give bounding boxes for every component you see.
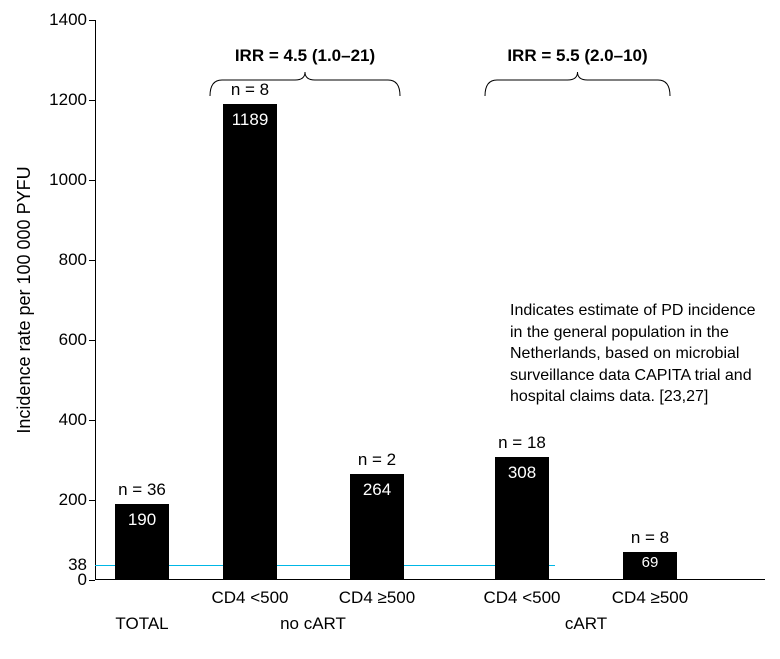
bar-nocart-ge500: 264n = 2 bbox=[350, 474, 404, 580]
bar-cart-ge500: 69n = 8 bbox=[623, 552, 677, 580]
bar-n-label: n = 18 bbox=[498, 433, 546, 453]
x-tick-label: CD4 <500 bbox=[211, 588, 288, 608]
y-tick-mark bbox=[89, 100, 95, 101]
irr-annotation: IRR = 4.5 (1.0–21) bbox=[235, 46, 375, 66]
bar-n-label: n = 8 bbox=[631, 528, 669, 548]
y-tick-label-extra: 38 bbox=[68, 555, 95, 575]
bar-total: 190n = 36 bbox=[115, 504, 169, 580]
y-tick-mark bbox=[89, 340, 95, 341]
y-tick-mark bbox=[89, 500, 95, 501]
bar-n-label: n = 2 bbox=[358, 450, 396, 470]
y-axis-title: Incidence rate per 100 000 PYFU bbox=[14, 166, 35, 433]
bar-value: 190 bbox=[128, 510, 156, 530]
x-tick-label: TOTAL bbox=[115, 614, 168, 634]
y-tick-mark bbox=[89, 580, 95, 581]
y-axis-line bbox=[95, 20, 96, 580]
plot-area: 020040060080010001200140038Indicates est… bbox=[95, 20, 765, 580]
x-tick-label: CD4 ≥500 bbox=[612, 588, 688, 608]
y-tick-mark bbox=[89, 20, 95, 21]
irr-bracket bbox=[210, 72, 400, 100]
bar-n-label: n = 36 bbox=[118, 480, 166, 500]
irr-bracket bbox=[485, 72, 670, 100]
x-group-label: cART bbox=[565, 614, 607, 634]
bar-cart-lt500: 308n = 18 bbox=[495, 457, 549, 580]
y-tick-mark bbox=[89, 180, 95, 181]
bar-value: 1189 bbox=[232, 110, 269, 130]
x-tick-label: CD4 <500 bbox=[483, 588, 560, 608]
bar-nocart-lt500: 1189n = 8 bbox=[223, 104, 277, 580]
bar-value: 69 bbox=[642, 554, 659, 571]
x-tick-label: CD4 ≥500 bbox=[339, 588, 415, 608]
x-group-label: no cART bbox=[280, 614, 346, 634]
reference-note: Indicates estimate of PD incidence in th… bbox=[510, 300, 760, 408]
bar-value: 308 bbox=[508, 463, 536, 483]
y-tick-mark bbox=[89, 420, 95, 421]
irr-annotation: IRR = 5.5 (2.0–10) bbox=[507, 46, 647, 66]
chart-container: Incidence rate per 100 000 PYFU 02004006… bbox=[0, 0, 780, 659]
bar-value: 264 bbox=[363, 480, 391, 500]
y-tick-mark bbox=[89, 260, 95, 261]
